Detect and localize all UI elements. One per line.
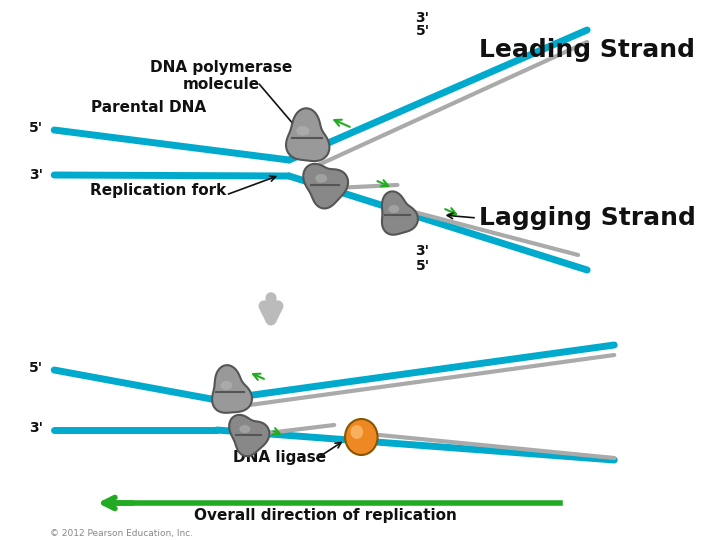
Text: © 2012 Pearson Education, Inc.: © 2012 Pearson Education, Inc. xyxy=(50,529,193,538)
Polygon shape xyxy=(303,164,348,208)
Text: 3': 3' xyxy=(415,244,430,258)
Text: DNA polymerase
molecule: DNA polymerase molecule xyxy=(150,60,292,92)
Polygon shape xyxy=(220,381,233,390)
Text: 3': 3' xyxy=(30,421,43,435)
Text: DNA ligase: DNA ligase xyxy=(233,450,327,465)
Polygon shape xyxy=(239,425,251,433)
Text: 3': 3' xyxy=(415,11,430,25)
Polygon shape xyxy=(315,174,327,183)
Polygon shape xyxy=(388,205,400,213)
Text: 5': 5' xyxy=(30,361,43,375)
Polygon shape xyxy=(212,365,252,413)
Polygon shape xyxy=(297,126,310,136)
Text: Lagging Strand: Lagging Strand xyxy=(479,206,696,230)
Text: 3': 3' xyxy=(30,168,43,182)
Text: Overall direction of replication: Overall direction of replication xyxy=(194,508,456,523)
Text: 5': 5' xyxy=(415,24,430,38)
Text: Leading Strand: Leading Strand xyxy=(479,38,695,62)
Polygon shape xyxy=(286,109,330,161)
Text: Parental DNA: Parental DNA xyxy=(91,100,207,115)
Polygon shape xyxy=(229,415,269,456)
Circle shape xyxy=(351,425,363,439)
Text: Replication fork: Replication fork xyxy=(90,183,226,198)
Text: 5': 5' xyxy=(415,259,430,273)
Text: 5': 5' xyxy=(30,121,43,135)
Polygon shape xyxy=(382,191,418,235)
Circle shape xyxy=(345,419,377,455)
